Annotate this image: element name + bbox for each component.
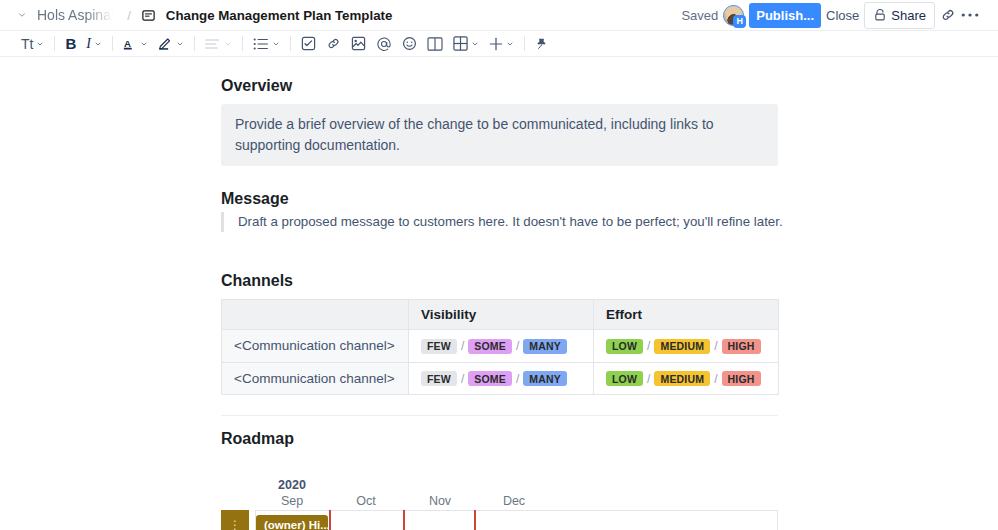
svg-text:A: A: [124, 37, 131, 48]
